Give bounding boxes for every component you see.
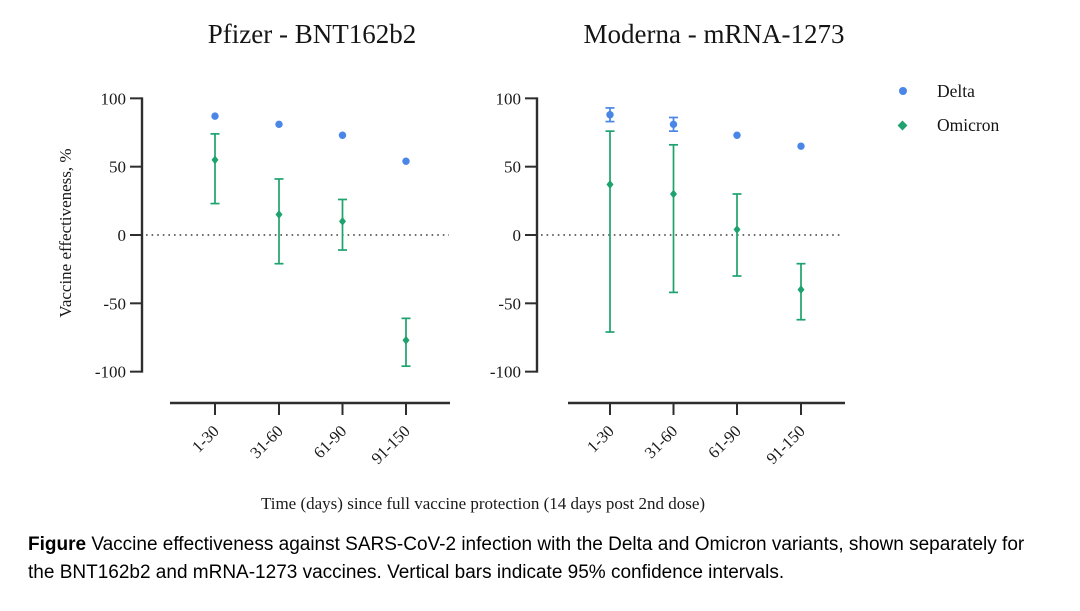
panel-title-pfizer: Pfizer - BNT162b2 bbox=[207, 19, 417, 49]
omicron-marker bbox=[733, 225, 741, 234]
x-tick-label: 91-150 bbox=[367, 421, 413, 467]
x-tick-label: 91-150 bbox=[762, 421, 808, 467]
delta-marker bbox=[669, 120, 678, 129]
omicron-marker bbox=[339, 216, 346, 226]
legend-label-omicron: Omicron bbox=[937, 114, 1000, 135]
x-tick-label: 31-60 bbox=[641, 421, 682, 462]
omicron-marker bbox=[606, 180, 614, 189]
panel-title-moderna: Moderna - mRNA-1273 bbox=[583, 19, 845, 49]
figure-caption-label: Figure bbox=[28, 534, 87, 555]
y-tick-label: 100 bbox=[101, 89, 127, 108]
y-tick-label: -100 bbox=[95, 363, 126, 382]
vaccine-effectiveness-plot: 100 50 0 -50 -100 1-30 31-60 61-90 91-150 100 50 0 -… bbox=[95, 89, 845, 468]
delta-marker bbox=[733, 131, 741, 139]
omicron-marker bbox=[402, 335, 410, 345]
x-tick-label: 61-90 bbox=[310, 421, 351, 462]
delta-marker bbox=[797, 142, 805, 150]
delta-marker bbox=[275, 120, 283, 129]
x-tick-label: 1-30 bbox=[583, 421, 618, 456]
x-tick-label: 61-90 bbox=[704, 421, 745, 462]
omicron-marker bbox=[211, 155, 219, 165]
y-tick-label: -50 bbox=[103, 294, 126, 313]
y-tick-label: 50 bbox=[109, 158, 126, 177]
legend-label-delta: Delta bbox=[937, 80, 975, 101]
omicron-marker-icon bbox=[897, 120, 908, 130]
legend-item-omicron: Omicron bbox=[897, 108, 1000, 142]
delta-marker bbox=[402, 157, 410, 165]
omicron-marker bbox=[275, 210, 283, 219]
delta-marker bbox=[606, 111, 614, 119]
legend-item-delta: Delta bbox=[899, 74, 999, 108]
x-tick-label: 31-60 bbox=[246, 421, 287, 462]
figure-caption-text: Vaccine effectiveness against SARS-CoV-2… bbox=[28, 534, 1025, 583]
delta-marker bbox=[338, 131, 347, 139]
x-axis-title: Time (days) since full vaccine protectio… bbox=[260, 494, 706, 513]
omicron-marker bbox=[670, 189, 677, 199]
y-tick-label: 100 bbox=[496, 89, 522, 108]
delta-marker-icon bbox=[899, 87, 907, 95]
legend: Delta Omicron bbox=[897, 74, 1000, 142]
y-tick-label: 0 bbox=[118, 226, 127, 245]
figure-caption: Figure Vaccine effectiveness against SAR… bbox=[28, 531, 1033, 586]
y-tick-label: 50 bbox=[504, 158, 521, 177]
omicron-marker bbox=[797, 285, 805, 295]
delta-marker bbox=[211, 112, 219, 120]
y-tick-label: -100 bbox=[490, 363, 521, 382]
y-tick-label: 0 bbox=[513, 226, 522, 245]
x-tick-label: 1-30 bbox=[188, 421, 223, 456]
y-tick-label: -50 bbox=[498, 294, 521, 313]
